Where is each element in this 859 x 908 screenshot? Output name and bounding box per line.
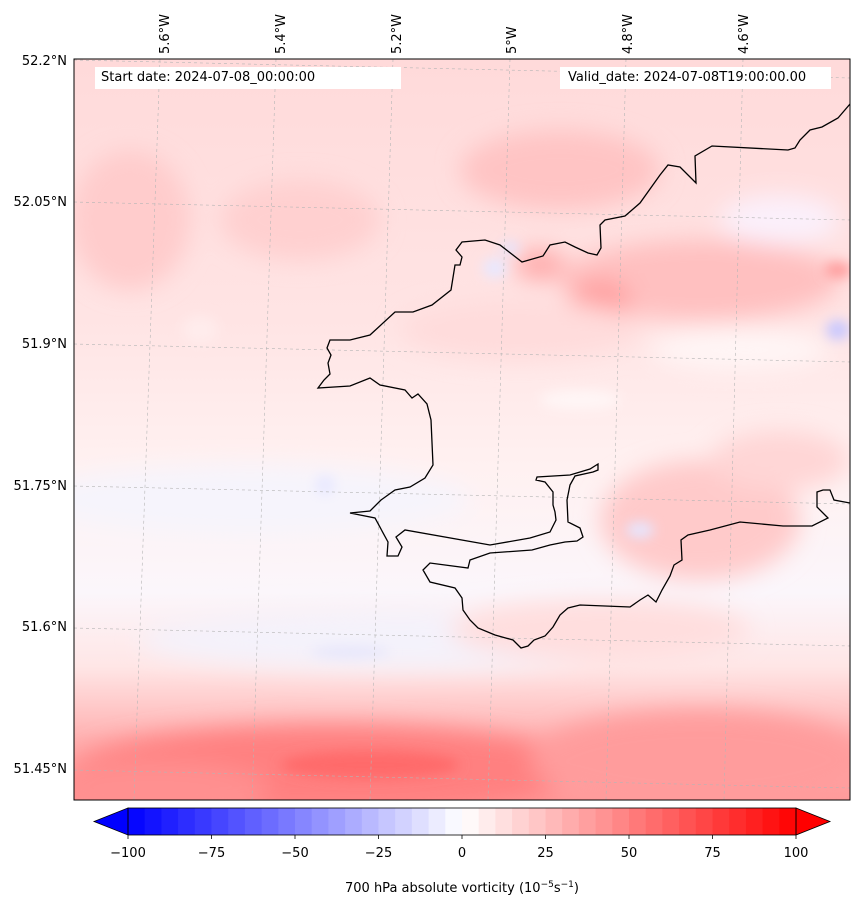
colorbar-tick-label: −25	[365, 846, 392, 861]
colorbar-low-extension	[92, 807, 129, 836]
colorbar-segment	[629, 808, 647, 835]
colorbar-segment	[128, 808, 146, 835]
colorbar-tick-label: 25	[537, 846, 554, 861]
lon-label: 4.6°W	[737, 14, 752, 54]
colorbar-segment	[512, 808, 530, 835]
longitude-labels: 5.6°W 5.4°W 5.2°W 5°W 4.8°W 4.6°W	[158, 14, 752, 54]
colorbar-segment	[228, 808, 246, 835]
colorbar-tick-label: −50	[281, 846, 308, 861]
lat-label: 51.75°N	[14, 479, 67, 494]
colorbar-segment	[729, 808, 747, 835]
coastline	[316, 103, 850, 649]
colorbar-high-extension	[795, 807, 832, 836]
colorbar-segment	[211, 808, 229, 835]
colorbar-segment	[345, 808, 363, 835]
colorbar-segment	[662, 808, 680, 835]
lon-label: 4.8°W	[621, 14, 636, 54]
start-date-label: Start date: 2024-07-08_00:00:00	[95, 67, 401, 89]
colorbar-segment	[328, 808, 346, 835]
colorbar-segment	[545, 808, 563, 835]
lon-label: 5.4°W	[274, 14, 289, 54]
colorbar-segment	[779, 808, 797, 835]
colorbar-segment	[295, 808, 313, 835]
colorbar-segment	[411, 808, 430, 835]
colorbar-segment	[428, 808, 446, 835]
colorbar-segment	[645, 808, 663, 835]
lon-label: 5°W	[505, 26, 520, 54]
colorbar-segment	[144, 808, 162, 835]
colorbar-label: 700 hPa absolute vorticity (10−5s−1)	[345, 880, 579, 896]
colorbar-segment	[712, 808, 730, 835]
colorbar-segment	[361, 808, 379, 835]
lon-label: 5.2°W	[390, 14, 405, 54]
colorbar-segment	[762, 808, 780, 835]
colorbar-segment	[612, 808, 630, 835]
colorbar-segment	[161, 808, 179, 835]
colorbar-segment	[495, 808, 513, 835]
colorbar-tick-label: 75	[704, 846, 721, 861]
colorbar-segment	[194, 808, 212, 835]
colorbar-segments	[128, 808, 797, 835]
colorbar-ticks: −100 −75 −50 −25 0 25 50 75 100	[110, 835, 808, 861]
latitude-labels: 52.2°N 52.05°N 51.9°N 51.75°N 51.6°N 51.…	[14, 54, 67, 777]
lat-label: 52.2°N	[22, 54, 67, 69]
colorbar-segment	[311, 808, 329, 835]
colorbar-segment	[578, 808, 597, 835]
colorbar-segment	[261, 808, 279, 835]
colorbar-tick-label: 50	[621, 846, 638, 861]
lat-label: 52.05°N	[14, 195, 67, 210]
lat-label: 51.6°N	[22, 620, 67, 635]
lat-label: 51.45°N	[14, 762, 67, 777]
colorbar-segment	[445, 808, 463, 835]
colorbar-tick-label: −100	[110, 846, 146, 861]
colorbar-tick-label: 0	[458, 846, 466, 861]
colorbar-tick-label: 100	[784, 846, 809, 861]
lat-label: 51.9°N	[22, 337, 67, 352]
colorbar-segment	[178, 808, 196, 835]
colorbar-segment	[745, 808, 764, 835]
colorbar-tick-label: −75	[198, 846, 225, 861]
colorbar-segment	[278, 808, 296, 835]
lon-label: 5.6°W	[158, 14, 173, 54]
colorbar-segment	[478, 808, 496, 835]
colorbar-segment	[528, 808, 546, 835]
colorbar-segment	[595, 808, 613, 835]
colorbar-segment	[244, 808, 263, 835]
colorbar-segment	[695, 808, 713, 835]
colorbar-segment	[378, 808, 396, 835]
colorbar-segment	[395, 808, 413, 835]
colorbar: −100 −75 −50 −25 0 25 50 75 100 700 hPa …	[92, 807, 832, 896]
colorbar-segment	[562, 808, 580, 835]
map-frame	[73, 58, 851, 801]
vorticity-field	[74, 59, 850, 800]
colorbar-segment	[679, 808, 697, 835]
valid-date-label: Valid_date: 2024-07-08T19:00:00.00	[560, 67, 831, 89]
colorbar-segment	[462, 808, 480, 835]
